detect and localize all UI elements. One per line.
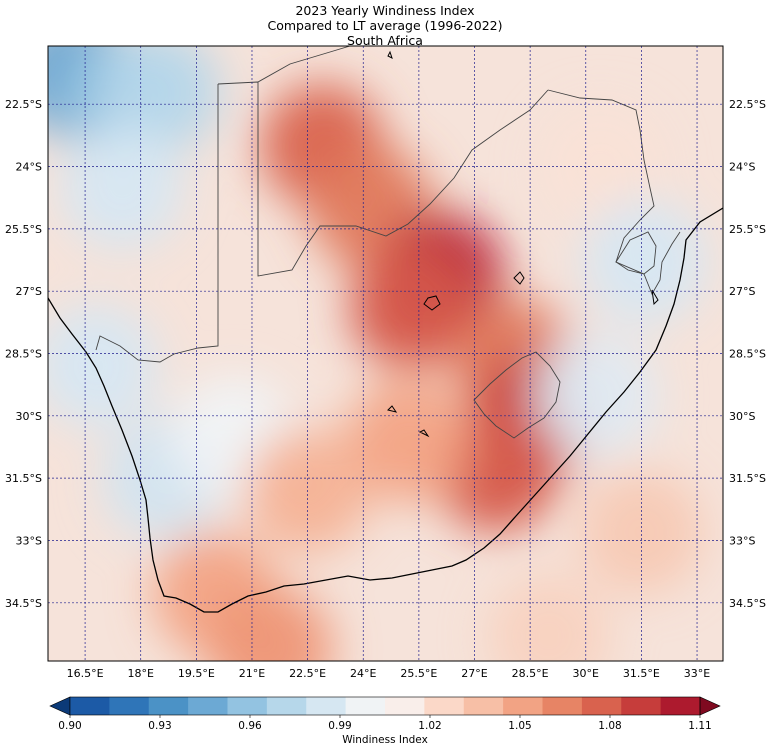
- coastline: [48, 207, 723, 613]
- colorbar-label: Windiness Index: [342, 734, 428, 746]
- eswatini-border: [615, 231, 657, 275]
- lon-label: 24°E: [350, 667, 376, 680]
- colorbar-segment: [70, 697, 110, 715]
- colorbar-segment: [385, 697, 425, 715]
- lon-label: 33°E: [684, 667, 710, 680]
- lat-label-right: 34.5°S: [729, 597, 766, 610]
- lat-label-left: 28.5°S: [5, 348, 42, 361]
- anomaly-patch: [349, 245, 474, 370]
- lat-label-left: 24°S: [16, 161, 42, 174]
- colorbar-tick-label: 1.08: [598, 720, 621, 732]
- lat-label-left: 33°S: [16, 534, 42, 547]
- colorbar-tick-label: 0.99: [328, 720, 351, 732]
- map-frame: [47, 45, 724, 662]
- colorbar-tick-label: 1.05: [508, 720, 531, 732]
- colorbar-segment: [463, 697, 504, 715]
- anomaly-patch: [583, 200, 708, 325]
- lon-label: 25.5°E: [400, 667, 437, 680]
- lon-label: 31.5°E: [623, 667, 660, 680]
- title-line-3: South Africa: [347, 33, 423, 48]
- lon-label: 19.5°E: [178, 667, 215, 680]
- colorbar-segment: [266, 697, 307, 715]
- lat-label-right: 22.5°S: [729, 98, 766, 111]
- longitude-labels: 16.5°E 18°E 19.5°E 21°E 22.5°E 24°E 25.5°E 27°E…: [67, 667, 711, 680]
- title-line-2: Compared to LT average (1996-2022): [267, 18, 503, 33]
- lat-label-left: 22.5°S: [5, 98, 42, 111]
- latitude-labels-left: 22.5°S 24°S 25.5°S 27°S 28.5°S 30°S 31.5°S 33°S…: [5, 98, 42, 610]
- lat-label-left: 34.5°S: [5, 597, 42, 610]
- lesotho-border: [473, 351, 561, 439]
- lat-label-right: 27°S: [729, 285, 755, 298]
- colorbar-frame: [69, 696, 701, 716]
- lon-label: 16.5°E: [67, 667, 104, 680]
- country-border-namibia-botswana: [95, 84, 219, 363]
- lat-label-left: 25.5°S: [5, 223, 42, 236]
- colorbar-tick-label: 0.90: [58, 720, 81, 732]
- lon-label: 27°E: [461, 667, 487, 680]
- anomaly-patch: [208, 586, 333, 661]
- field-anomaly-patches: [48, 46, 708, 661]
- colorbar-segment: [542, 697, 583, 715]
- country-border-botswana: [217, 46, 549, 277]
- colorbar-segment: [345, 697, 386, 715]
- map-title: 2023 Yearly Windiness Index Compared to …: [0, 3, 770, 48]
- anomaly-patch: [60, 125, 185, 250]
- coastline-and-borders: [48, 46, 723, 613]
- colorbar-segment: [306, 697, 347, 715]
- colorbar-segment: [188, 697, 228, 715]
- anomaly-patch: [486, 574, 611, 661]
- colorbar-tick-label: 1.11: [688, 720, 711, 732]
- colorbar-tick-label: 0.93: [148, 720, 171, 732]
- lon-label: 22.5°E: [289, 667, 326, 680]
- colorbar-extend-low: [49, 696, 71, 716]
- colorbar-tick-label: 1.02: [418, 720, 441, 732]
- graticule: [48, 46, 723, 661]
- colorbar-segment: [581, 697, 622, 715]
- latitude-labels-right: 22.5°S 24°S 25.5°S 27°S 28.5°S 30°S 31.5°S 33°S…: [729, 98, 766, 610]
- colorbar-extend-high: [699, 696, 721, 716]
- colorbar-segment: [503, 697, 543, 715]
- lat-label-right: 30°S: [729, 410, 755, 423]
- anomaly-patch: [48, 303, 159, 428]
- colorbar-tick-label: 0.96: [238, 720, 262, 732]
- colorbar-segment: [148, 697, 189, 715]
- lat-label-right: 28.5°S: [729, 348, 766, 361]
- colorbar-segment: [660, 697, 701, 715]
- lat-label-left: 30°S: [16, 410, 42, 423]
- colorbar-segment: [109, 697, 150, 715]
- colorbar-segment: [424, 697, 465, 715]
- colorbar-segment: [621, 697, 662, 715]
- lat-label-right: 31.5°S: [729, 472, 766, 485]
- lon-label: 18°E: [127, 667, 153, 680]
- lat-label-left: 27°S: [16, 285, 42, 298]
- colorbar: 0.90 0.93 0.96 0.99 1.02 1.05 1.08 1.11 Windines…: [49, 696, 721, 746]
- anomaly-patch: [579, 470, 704, 595]
- anomaly-patch: [345, 378, 470, 503]
- lon-label: 30°E: [573, 667, 599, 680]
- colorbar-segment: [227, 697, 268, 715]
- reservoir-1: [387, 50, 659, 438]
- lat-label-right: 25.5°S: [729, 223, 766, 236]
- lon-label: 28.5°E: [512, 667, 549, 680]
- title-line-1: 2023 Yearly Windiness Index: [295, 3, 475, 18]
- anomaly-patch: [534, 333, 659, 458]
- lat-label-right: 24°S: [729, 161, 755, 174]
- lon-label: 21°E: [239, 667, 265, 680]
- windiness-field: [48, 46, 723, 661]
- lat-label-right: 33°S: [729, 534, 755, 547]
- lat-label-left: 31.5°S: [5, 472, 42, 485]
